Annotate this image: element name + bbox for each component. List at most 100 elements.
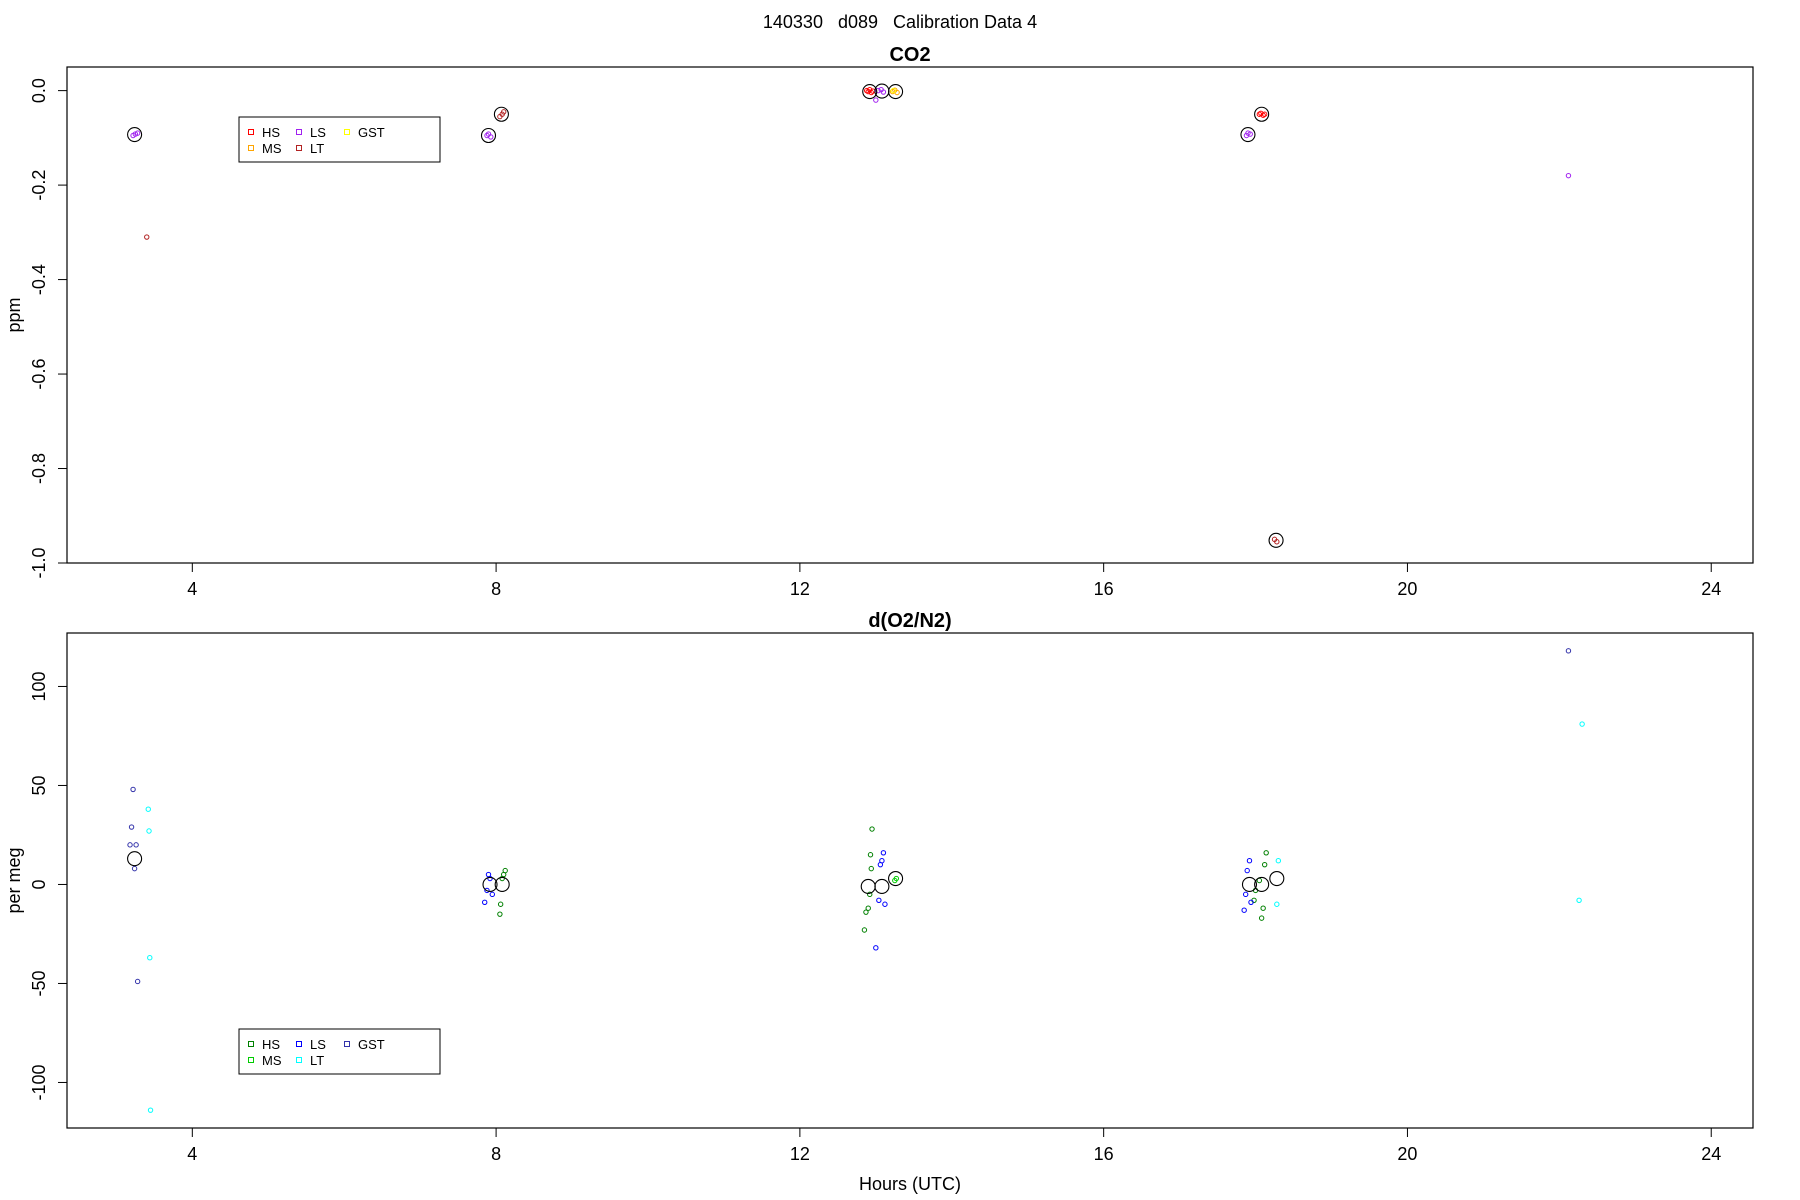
o2n2-point-hs xyxy=(1263,850,1269,856)
co2-point-ls xyxy=(873,97,879,103)
co2-legend-label-lt: LT xyxy=(310,141,324,156)
o2n2-point-hs xyxy=(497,901,504,907)
o2n2-point-mean xyxy=(494,876,510,893)
o2n2-point-mean xyxy=(874,878,890,894)
co2-point-mean xyxy=(1240,127,1256,143)
o2n2-point-mean xyxy=(482,876,498,893)
o2n2-point-gst xyxy=(1565,648,1572,654)
o2n2-point-ls xyxy=(1242,891,1249,898)
o2n2-point-lt xyxy=(1576,897,1582,903)
o2n2-xtick-label: 24 xyxy=(1701,1144,1721,1164)
o2n2-point-ls xyxy=(876,897,882,903)
o2n2-point-ls xyxy=(1248,899,1254,905)
o2n2-point-mean xyxy=(860,878,876,894)
co2-point-mean xyxy=(1254,106,1270,122)
o2n2-legend-label-ms: MS xyxy=(262,1053,282,1068)
o2n2-point-ls xyxy=(882,901,888,907)
o2n2-point-mean xyxy=(888,870,904,887)
o2n2-plot-frame xyxy=(66,632,1754,1129)
co2-xtick-label: 8 xyxy=(491,579,501,599)
co2-xtick-label: 12 xyxy=(790,579,810,599)
o2n2-point-gst xyxy=(128,824,135,830)
o2n2-point-ls xyxy=(1246,858,1253,864)
o2n2-ytick-label: 100 xyxy=(29,671,49,701)
o2n2-point-gst xyxy=(131,865,138,872)
o2n2-point-hs xyxy=(861,927,868,933)
co2-point-ls xyxy=(134,130,141,136)
co2-ytick-label: -1.0 xyxy=(29,547,49,578)
o2n2-point-mean xyxy=(1241,876,1258,893)
co2-ytick-label: 0.0 xyxy=(29,78,49,103)
co2-point-hs xyxy=(867,86,873,93)
co2-point-ls xyxy=(1565,172,1572,179)
o2n2-xtick-label: 16 xyxy=(1094,1144,1114,1164)
o2n2-point-hs xyxy=(869,826,875,832)
co2-xtick-label: 24 xyxy=(1701,579,1721,599)
o2n2-title: d(O2/N2) xyxy=(868,610,951,632)
o2n2-point-hs xyxy=(502,867,508,874)
o2n2-point-hs xyxy=(863,909,869,915)
co2-point-hs xyxy=(868,89,874,96)
o2n2-point-ls xyxy=(487,875,493,882)
co2-legend-swatch-lt xyxy=(296,145,302,151)
o2n2-point-mean xyxy=(1269,870,1285,887)
o2n2-panel: d(O2/N2) per meg 4 8 12 16 20 24 100 50 0 -50 -100 HS… xyxy=(4,610,1754,1194)
co2-point-mean xyxy=(480,127,497,144)
co2-ylabel: ppm xyxy=(4,297,24,332)
o2n2-point-hs xyxy=(865,905,871,911)
co2-point-lt xyxy=(500,109,507,115)
co2-point-lt xyxy=(144,234,150,240)
co2-panel: CO2 ppm 4 8 12 16 20 24 0.0 -0.2 -0.4 -0.6 -0.8 -1.0 H… xyxy=(4,44,1754,599)
o2n2-point-lt xyxy=(145,806,151,812)
o2n2-point-ls xyxy=(482,899,488,905)
co2-legend-swatch-hs xyxy=(248,129,254,135)
o2n2-point-lt xyxy=(1579,721,1585,727)
o2n2-xtick-label: 20 xyxy=(1397,1144,1417,1164)
o2n2-legend-swatch-hs xyxy=(248,1041,254,1047)
co2-legend-swatch-ms xyxy=(248,145,254,151)
co2-legend-swatch-gst xyxy=(344,129,350,135)
o2n2-point-lt xyxy=(146,828,152,834)
o2n2-point-hs xyxy=(1260,905,1266,911)
co2-title: CO2 xyxy=(889,44,930,66)
o2n2-point-lt xyxy=(147,955,153,961)
o2n2-ytick-label: -100 xyxy=(29,1064,49,1100)
co2-legend-swatch-ls xyxy=(296,129,302,135)
o2n2-legend-box xyxy=(238,1028,441,1075)
co2-point-mean xyxy=(127,127,143,143)
o2n2-point-hs xyxy=(1261,861,1268,868)
o2n2-ylabel: per meg xyxy=(4,847,24,913)
o2n2-point-ls xyxy=(1244,867,1250,874)
o2n2-point-lt xyxy=(147,1107,154,1113)
o2n2-point-gst xyxy=(134,978,141,985)
co2-legend-label-hs: HS xyxy=(262,125,280,140)
o2n2-xtick-label: 12 xyxy=(790,1144,810,1164)
co2-point-mean xyxy=(862,84,878,100)
figure-suptitle: 140330 d089 Calibration Data 4 xyxy=(763,12,1037,32)
o2n2-point-hs xyxy=(867,891,873,898)
co2-ytick-label: -0.6 xyxy=(29,359,49,390)
co2-point-ls xyxy=(880,89,887,95)
o2n2-point-ls xyxy=(873,945,879,951)
co2-plot-frame xyxy=(66,66,1754,564)
o2n2-point-gst xyxy=(130,786,136,793)
o2n2-point-ms xyxy=(893,875,900,882)
co2-legend-label-ms: MS xyxy=(262,141,282,156)
co2-point-ls xyxy=(875,87,881,94)
o2n2-point-ls xyxy=(489,891,495,898)
o2n2-legend-label-gst: GST xyxy=(358,1037,385,1052)
co2-xtick-label: 16 xyxy=(1094,579,1114,599)
o2n2-point-lt xyxy=(1274,901,1280,907)
co2-point-gst xyxy=(890,87,896,94)
o2n2-point-ls xyxy=(880,850,887,856)
o2n2-legend-swatch-ls xyxy=(296,1041,302,1047)
o2n2-ytick-label: 50 xyxy=(29,775,49,795)
co2-ytick-label: -0.8 xyxy=(29,453,49,484)
o2n2-legend-swatch-lt xyxy=(296,1057,302,1063)
co2-xtick-label: 20 xyxy=(1397,579,1417,599)
o2n2-legend-label-lt: LT xyxy=(310,1053,324,1068)
o2n2-point-gst xyxy=(133,842,139,848)
o2n2-point-hs xyxy=(1258,915,1265,921)
o2n2-point-ls xyxy=(879,858,885,864)
